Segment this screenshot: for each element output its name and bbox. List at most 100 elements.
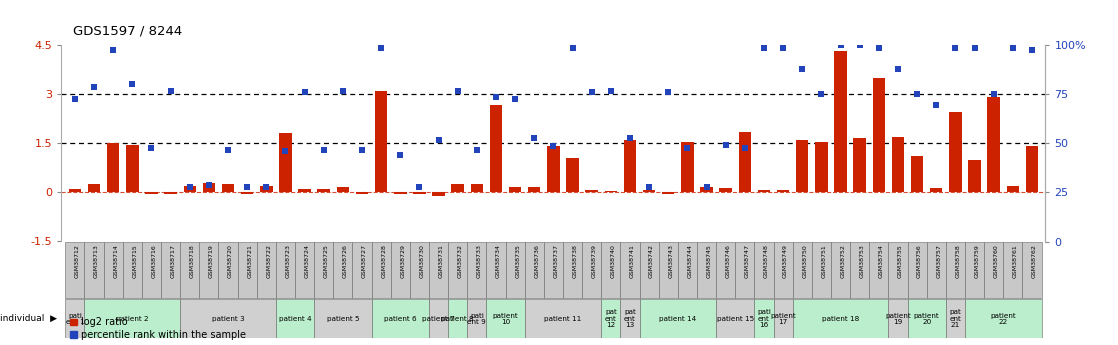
Point [429,137,447,143]
Bar [563,241,582,297]
Bar [490,106,502,192]
Bar [639,299,717,338]
Point [66,96,84,102]
Text: patient
20: patient 20 [913,313,939,325]
Text: pati
ent 9: pati ent 9 [467,313,486,325]
Point [487,95,505,100]
Bar [486,241,505,297]
Text: GSM38758: GSM38758 [956,244,960,278]
Bar [238,241,257,297]
Bar [145,192,158,194]
Bar [337,187,349,192]
Bar [524,299,601,338]
Bar [739,132,751,192]
Bar [700,187,713,192]
Point [468,147,486,152]
Bar [639,241,659,297]
Point [601,88,619,93]
Bar [371,299,429,338]
Point [717,142,735,148]
Bar [946,241,965,297]
Bar [968,159,980,192]
Text: GSM38755: GSM38755 [898,244,903,278]
Text: GSM38736: GSM38736 [534,244,539,278]
Bar [620,299,639,338]
Bar [987,97,999,192]
Bar [524,241,543,297]
Bar [717,241,736,297]
Point [851,42,869,48]
Bar [720,188,732,192]
Text: patient
10: patient 10 [493,313,519,325]
Bar [949,112,961,192]
Text: patient 18: patient 18 [822,316,859,322]
Bar [892,137,904,192]
Text: GSM38748: GSM38748 [764,244,769,278]
Bar [889,299,908,338]
Text: GSM38715: GSM38715 [132,244,138,278]
Point [219,147,237,152]
Bar [1006,186,1018,192]
Bar [260,186,273,192]
Text: patient 2: patient 2 [116,316,149,322]
Bar [736,241,755,297]
Point [774,45,792,51]
Text: GSM38718: GSM38718 [190,244,195,278]
Bar [123,241,142,297]
Text: GSM38722: GSM38722 [266,244,272,278]
Point [391,152,409,157]
Bar [85,299,180,338]
Bar [601,299,620,338]
Bar [1025,146,1039,192]
Bar [678,241,697,297]
Bar [908,241,927,297]
Point [334,88,352,93]
Text: GSM38745: GSM38745 [707,244,711,278]
Text: patient 14: patient 14 [660,316,697,322]
Bar [467,241,486,297]
Bar [410,241,429,297]
Bar [543,241,563,297]
Bar [927,241,946,297]
Point [908,91,926,97]
Text: patient 3: patient 3 [211,316,245,322]
Bar [257,241,276,297]
Bar [85,241,104,297]
Bar [774,299,793,338]
Text: GSM38759: GSM38759 [975,244,979,278]
Point [755,45,773,51]
Point [927,103,945,108]
Bar [567,158,579,192]
Point [104,47,122,52]
Bar [467,299,486,338]
Text: GSM38729: GSM38729 [400,244,406,278]
Text: GSM38749: GSM38749 [783,244,788,278]
Text: GSM38743: GSM38743 [669,244,673,278]
Bar [299,189,311,192]
Bar [505,241,524,297]
Bar [908,299,946,338]
Bar [199,241,218,297]
Bar [547,146,560,192]
Bar [758,190,770,192]
Bar [869,241,889,297]
Bar [241,192,254,194]
Text: GSM38712: GSM38712 [75,244,79,278]
Point [162,88,180,93]
Point [582,90,600,95]
Bar [104,241,123,297]
Bar [126,145,139,192]
Text: GSM38717: GSM38717 [171,244,176,278]
Bar [777,190,789,192]
Text: GSM38716: GSM38716 [151,244,157,278]
Bar [605,191,617,192]
Text: GSM38762: GSM38762 [1032,244,1036,278]
Bar [314,299,371,338]
Text: GSM38721: GSM38721 [247,244,253,278]
Bar [586,190,598,192]
Point [200,183,218,188]
Text: patient
19: patient 19 [885,313,911,325]
Bar [965,299,1042,338]
Point [295,90,313,95]
Bar [333,241,352,297]
